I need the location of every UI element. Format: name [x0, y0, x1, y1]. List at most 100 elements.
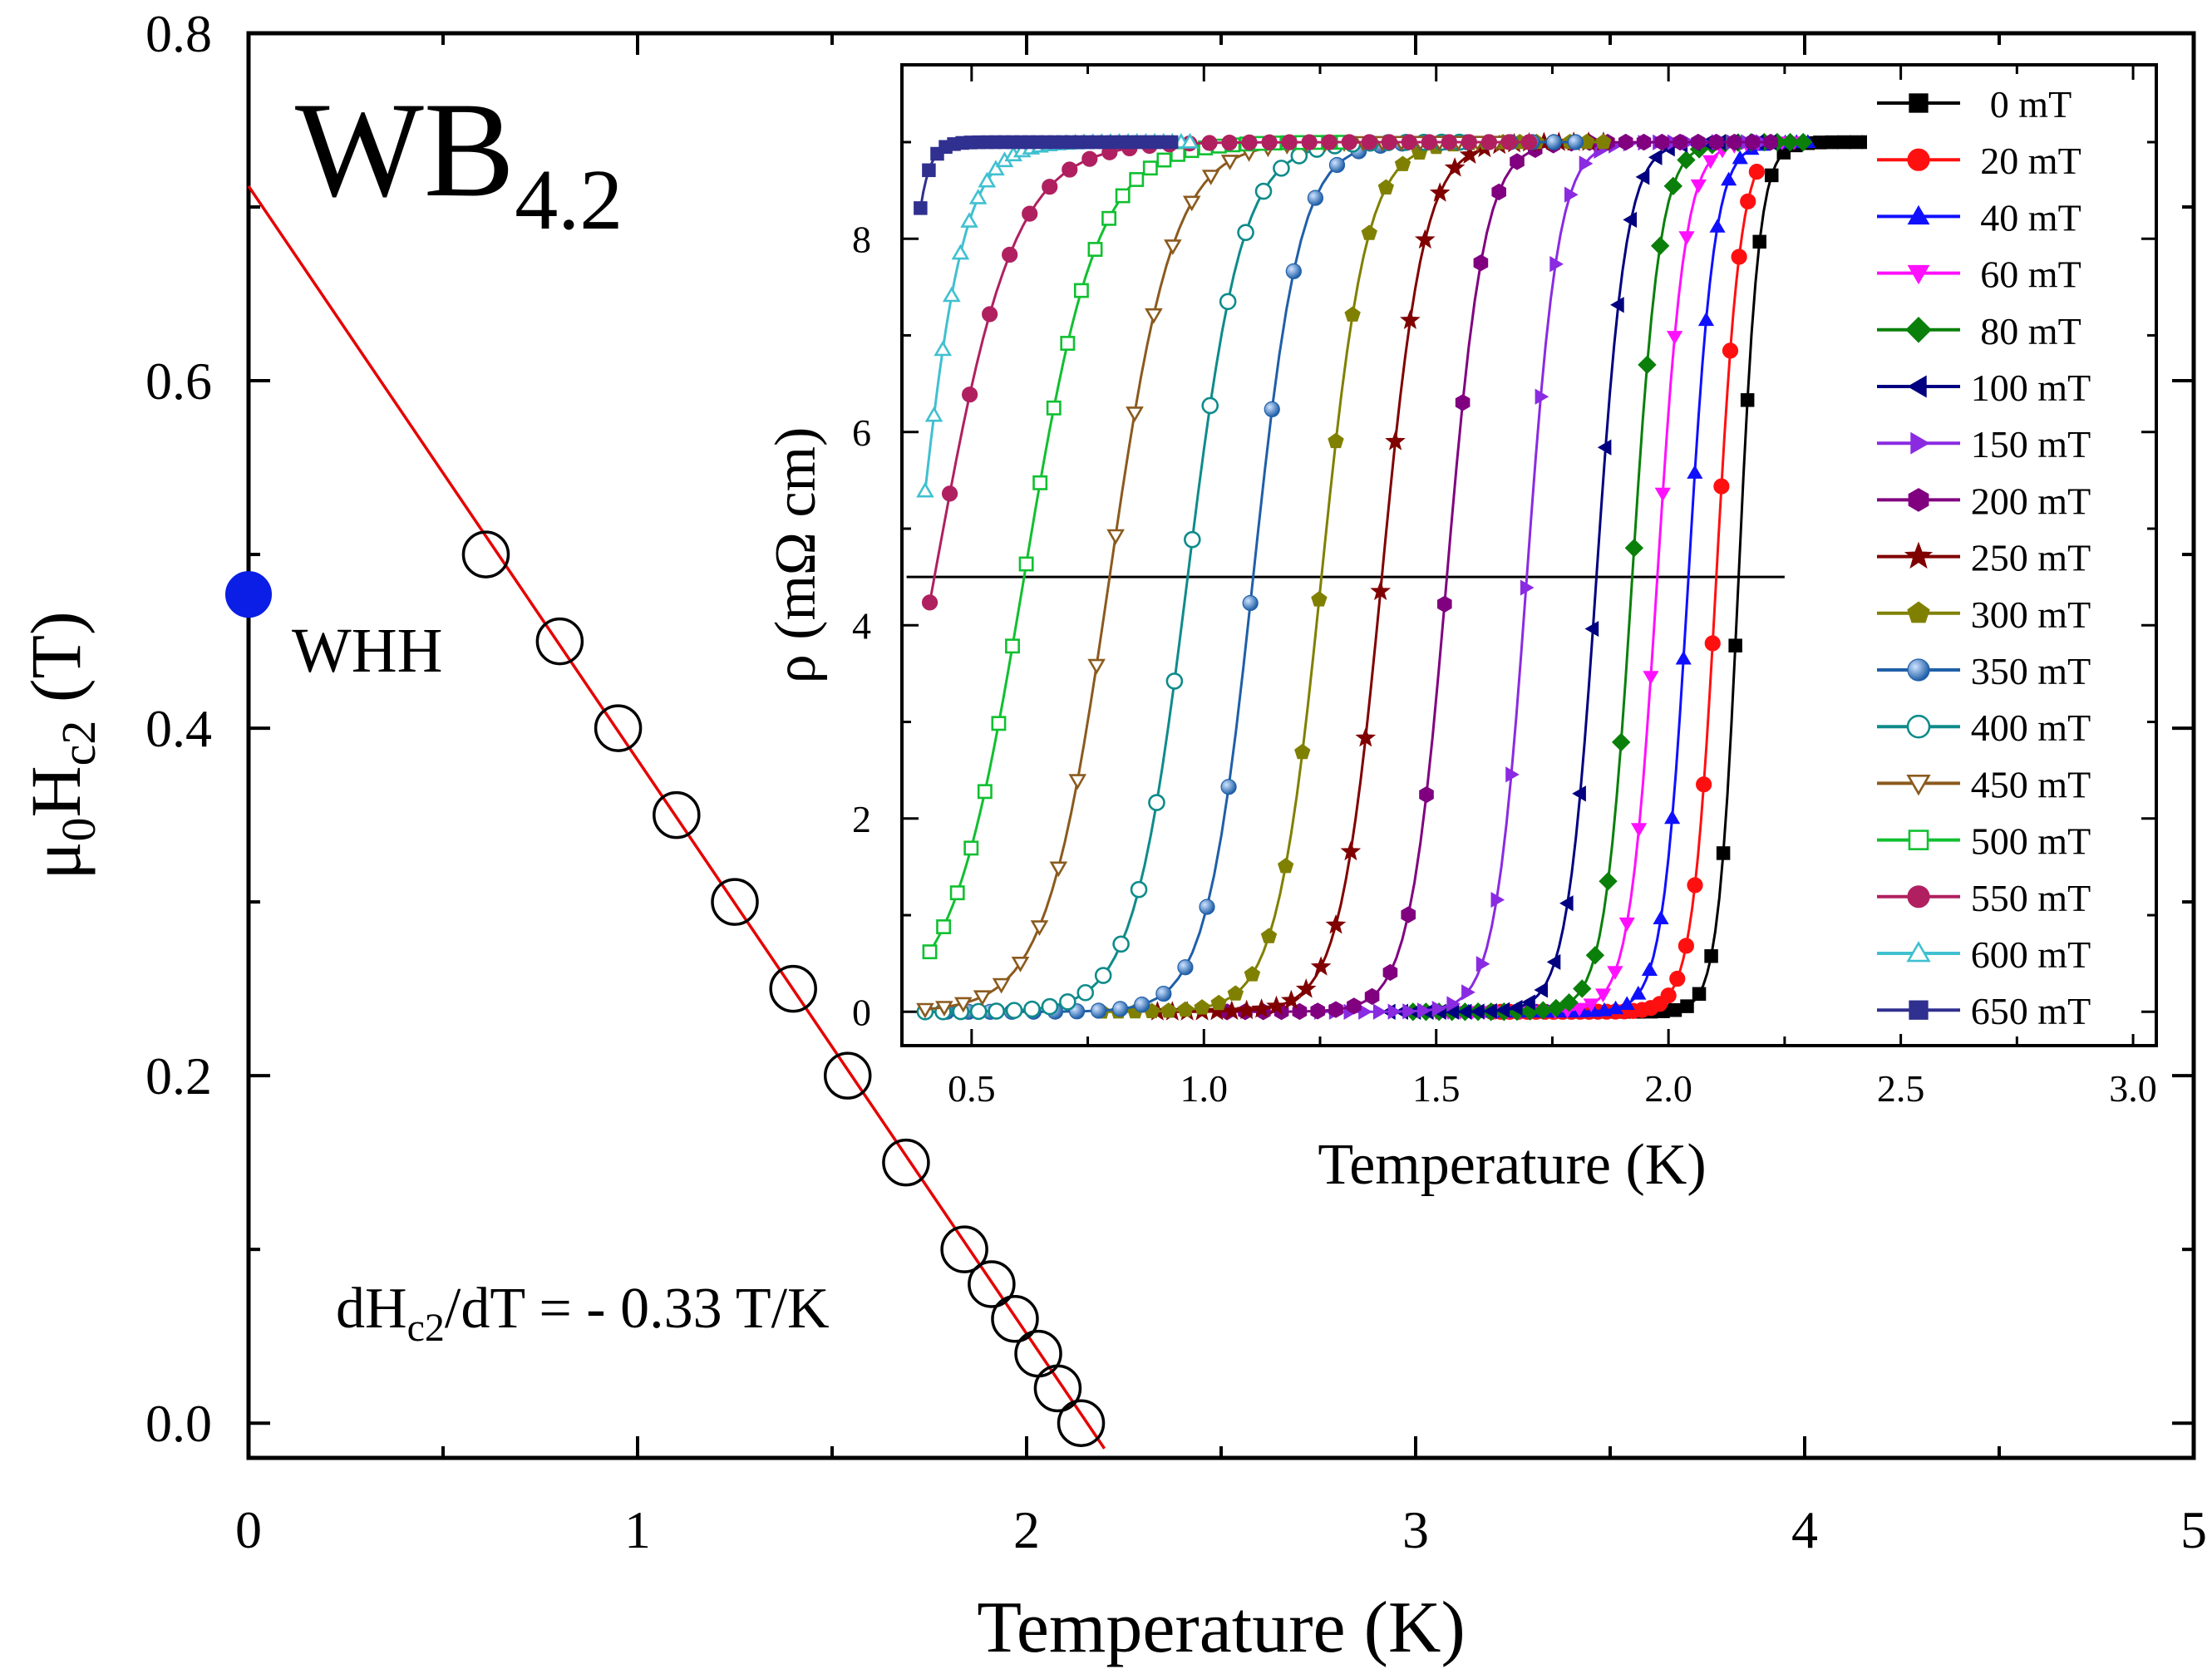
inset-data-marker	[1059, 992, 1076, 1011]
inset-data-marker	[1112, 1001, 1129, 1017]
main-x-tick-label: 0	[235, 1500, 262, 1559]
inset-data-marker	[1294, 743, 1311, 760]
inset-data-marker	[1164, 239, 1182, 255]
inset-data-marker	[934, 340, 953, 357]
inset-data-marker	[1165, 672, 1184, 690]
legend-entry: 500 mT	[1877, 820, 2091, 863]
inset-data-marker	[1421, 134, 1437, 150]
inset-data-marker	[1483, 1002, 1497, 1020]
inset-data-marker	[1321, 134, 1338, 150]
inset-data-marker	[949, 885, 965, 901]
inset-data-marker	[1182, 195, 1201, 212]
inset-y-axis-label: ρ (mΩ cm)	[764, 427, 828, 684]
inset-data-marker	[1076, 983, 1095, 1002]
inset-series-650-mT	[914, 135, 1179, 215]
inset-data-marker	[1752, 234, 1766, 249]
inset-data-marker	[1687, 877, 1703, 894]
inset-data-marker	[1624, 539, 1644, 558]
inset-data-marker	[1716, 846, 1731, 860]
main-series	[225, 185, 1106, 1450]
inset-data-marker	[1571, 1002, 1588, 1017]
chart-title-main: WB	[295, 75, 515, 225]
legend-label: 0 mT	[1990, 83, 2072, 126]
inset-data-marker	[1534, 1001, 1553, 1020]
legend-entry: 250 mT	[1877, 537, 2091, 579]
inset-data-marker	[1400, 309, 1421, 329]
legend-entry: 150 mT	[1877, 423, 2091, 465]
inset-data-marker	[1130, 880, 1148, 899]
inset-data-marker	[1764, 168, 1779, 183]
inset-data-marker	[1023, 1000, 1041, 1018]
inset-tick-labels: 0.5 1.0 1.5 2.0 2.5 3.0 0 2 4 6 8	[852, 218, 2157, 1110]
legend-label: 150 mT	[1971, 423, 2091, 465]
legend-entry: 300 mT	[1877, 593, 2091, 636]
inset-data-marker	[1636, 133, 1652, 151]
inset-data-marker	[1709, 219, 1726, 233]
inset-chart: 0.5 1.0 1.5 2.0 2.5 3.0 0 2 4 6 8 0 mT 20 mT 40 mT 60…	[764, 63, 2158, 1197]
inset-data-marker	[1461, 134, 1478, 150]
inset-data-marker	[1713, 478, 1730, 495]
inset-data-marker	[1341, 134, 1357, 150]
legend-entry: 650 mT	[1877, 990, 2091, 1032]
legend-label: 300 mT	[1971, 593, 2091, 636]
inset-data-marker	[1594, 988, 1612, 1003]
inset-data-marker	[1654, 133, 1670, 151]
inset-data-marker	[1199, 899, 1215, 915]
inset-data-marker	[1264, 401, 1280, 418]
main-y-tick-label: 0.4	[145, 699, 212, 758]
legend-marker	[1907, 658, 1930, 682]
legend-label: 100 mT	[1971, 367, 2091, 409]
inset-data-marker	[1618, 133, 1633, 151]
legend-marker	[1908, 830, 1929, 850]
inset-data-marker	[1281, 134, 1298, 150]
inset-data-marker	[1677, 150, 1696, 170]
inset-data-marker	[1534, 982, 1549, 998]
inset-data-marker	[1005, 638, 1020, 654]
inset-data-marker	[1495, 1002, 1510, 1018]
legend-label: 250 mT	[1971, 537, 2091, 579]
inset-data-marker	[924, 406, 943, 422]
inset-x-tick-label: 0.5	[948, 1067, 996, 1110]
inset-data-marker	[1394, 155, 1411, 171]
inset-data-marker	[1156, 152, 1172, 168]
inset-data-marker	[1564, 186, 1579, 203]
inset-x-tick-label: 2.0	[1644, 1067, 1692, 1110]
inset-data-marker	[1849, 135, 1864, 150]
legend-label: 600 mT	[1971, 933, 2091, 976]
legend-marker	[1909, 93, 1929, 113]
inset-data-marker	[1763, 133, 1778, 151]
inset-data-marker	[1106, 529, 1125, 545]
legend-marker	[1905, 317, 1932, 343]
inset-data-marker	[1401, 906, 1416, 923]
inset-data-marker	[916, 1002, 934, 1019]
inset-data-marker	[1042, 179, 1058, 195]
legend-label: 60 mT	[1980, 254, 2081, 296]
inset-data-marker	[1030, 920, 1049, 936]
legend-label: 450 mT	[1971, 763, 2091, 805]
inset-data-marker	[1346, 997, 1362, 1015]
inset-data-marker	[1643, 671, 1659, 685]
inset-data-marker	[1650, 236, 1670, 255]
legend-entry: 40 mT	[1877, 196, 2081, 239]
inset-data-marker	[1177, 1001, 1194, 1017]
main-x-tick-label: 3	[1402, 1500, 1429, 1559]
inset-data-marker	[1210, 994, 1227, 1011]
inset-data-marker	[1325, 914, 1347, 934]
inset-data-marker	[1377, 179, 1395, 194]
inset-x-axis-label: Temperature (K)	[1318, 1133, 1706, 1197]
inset-data-marker	[1180, 132, 1200, 149]
inset-data-marker	[936, 919, 952, 934]
inset-data-marker	[1385, 431, 1406, 451]
inset-data-marker	[1595, 133, 1612, 150]
inset-data-marker	[961, 386, 978, 403]
inset-data-marker	[1520, 579, 1535, 596]
inset-data-marker	[1781, 132, 1800, 152]
inset-data-marker	[1310, 956, 1332, 976]
inset-data-marker	[1145, 308, 1163, 324]
inset-data-marker	[992, 977, 1011, 994]
legend-marker	[1907, 375, 1927, 398]
inset-data-marker	[1470, 1003, 1485, 1020]
inset-data-marker	[1290, 147, 1308, 165]
inset-data-marker	[1402, 1003, 1416, 1020]
legend-label: 200 mT	[1971, 480, 2091, 522]
